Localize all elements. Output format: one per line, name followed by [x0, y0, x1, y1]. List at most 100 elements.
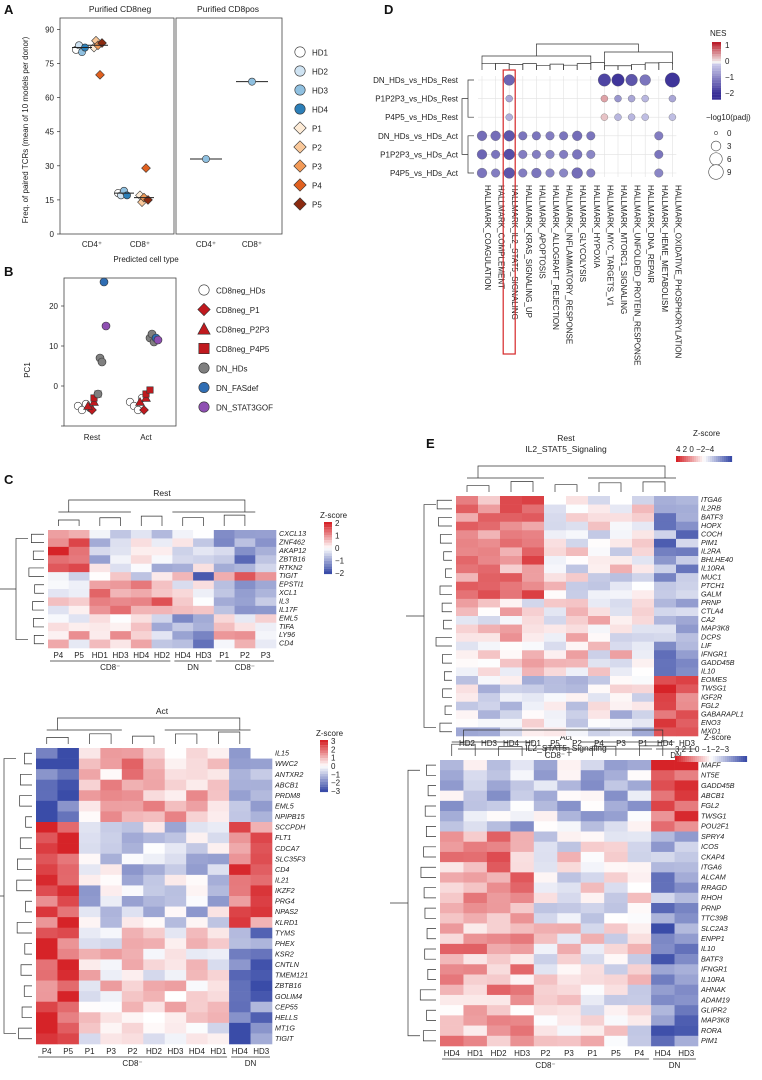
panel-d-dot [600, 94, 609, 103]
c-rest-cell [213, 572, 235, 581]
e-rest-row-tree [435, 637, 452, 647]
panel-b-xtick-act: Act [140, 433, 152, 442]
e-rest-cell [588, 693, 611, 703]
c-rest-cell [68, 605, 90, 615]
c-act-cell [164, 980, 187, 992]
c-act-legend-swatch [320, 773, 328, 777]
c-act-row-tree [20, 774, 32, 786]
e-act-cell [557, 811, 582, 822]
panel-a-legend-label: P4 [312, 182, 322, 191]
e-act-cell [674, 1035, 699, 1047]
e-rest-cell [478, 607, 501, 617]
e-act-cell [533, 780, 558, 791]
panel-a-point-p-cd8 [141, 163, 151, 173]
e-rest-cell [478, 633, 501, 643]
c-act-cell [164, 1001, 187, 1013]
e-act-row-tree [426, 928, 436, 940]
e-act-gene-label: MAFF [701, 760, 721, 769]
c-act-cell [164, 885, 187, 897]
e-rest-cell [632, 521, 655, 531]
c-act-gene-label: IL15 [275, 749, 290, 758]
e-rest-row-tree [441, 602, 452, 613]
e-rest-cell [478, 521, 501, 531]
panel-e-act-legend-swatch [717, 756, 720, 762]
c-rest-cell [89, 622, 111, 632]
panel-e-act-legend-swatch [737, 756, 740, 762]
c-act-gene-label: CEP55 [275, 1002, 299, 1011]
c-rest-cell [172, 572, 194, 581]
c-rest-cell [89, 580, 111, 590]
c-act-col-label: HD4 [232, 1047, 249, 1056]
e-act-cell [533, 882, 558, 894]
e-act-cell [651, 1015, 675, 1026]
e-rest-cell [544, 684, 567, 694]
c-rest-cell [193, 546, 215, 556]
panel-e-act-legend-swatch [689, 756, 692, 762]
e-act-cell [557, 862, 582, 873]
e-act-cell [486, 862, 511, 873]
panel-e-act-legend-swatch [727, 756, 730, 762]
c-act-cell [207, 991, 230, 1003]
e-rest-cell [456, 633, 479, 643]
panel-d-dot [668, 113, 677, 121]
panel-e-act-legend-swatch [687, 756, 690, 762]
c-act-row-tree [19, 795, 32, 807]
c-act-cell [100, 948, 123, 960]
c-act-cell [229, 811, 251, 823]
c-act-cell [36, 769, 58, 781]
e-rest-cell [500, 684, 523, 694]
c-act-cell [121, 948, 144, 960]
c-rest-col-tree [140, 515, 163, 526]
c-act-cell [121, 938, 144, 950]
e-rest-gene-label: PTCH1 [701, 581, 725, 590]
c-rest-cell [193, 530, 215, 539]
c-rest-legend-swatch [324, 535, 332, 538]
panel-e-act-legend-swatch [699, 756, 702, 762]
panel-e-act-legend-swatch [683, 756, 686, 762]
panel-b-legend-label: DN_STAT3GOF [216, 404, 273, 413]
panel-a-xtick-cd4-pos: CD4⁺ [196, 240, 216, 249]
c-act-col-label: HD4 [189, 1047, 206, 1056]
c-rest-col-label: P5 [74, 651, 84, 660]
e-act-cell [486, 770, 511, 781]
c-rest-legend-swatch [324, 566, 332, 569]
panel-e-rest-legend-swatch [730, 456, 733, 462]
e-act-cell [580, 954, 605, 965]
c-act-cell [143, 748, 166, 759]
c-rest-col-label: HD4 [175, 651, 192, 660]
e-rest-cell [588, 684, 611, 694]
c-act-gene-label: IKZF2 [275, 886, 295, 895]
e-act-cell [627, 974, 652, 986]
e-act-cell [674, 903, 699, 914]
e-rest-col-label: P2 [572, 739, 582, 748]
panel-d-nes-tick: 1 [725, 41, 730, 50]
e-rest-row-tree [443, 671, 452, 681]
e-act-cell [557, 1025, 582, 1037]
panel-b-point-rest-dn-hds [97, 357, 107, 367]
c-act-cell [143, 874, 166, 886]
c-act-cell [57, 885, 80, 897]
e-act-cell [486, 903, 511, 914]
panel-d-col-label: HALLMARK_ALLOGRAFT_REJECTION [551, 185, 560, 330]
c-act-cell [250, 980, 273, 992]
e-rest-col-label: HD1 [525, 739, 542, 748]
c-act-cell [186, 1012, 208, 1024]
e-rest-cell [676, 573, 699, 583]
c-rest-group-label: DN [187, 663, 199, 672]
e-rest-cell [654, 633, 677, 643]
e-rest-cell [632, 633, 655, 643]
e-rest-cell [654, 590, 677, 600]
e-rest-cell [610, 701, 633, 711]
e-act-cell [580, 760, 605, 771]
c-act-cell [57, 959, 80, 971]
c-act-cell [186, 896, 208, 907]
c-rest-cell [234, 614, 256, 624]
e-act-cell [557, 943, 582, 955]
c-act-cell [186, 790, 208, 802]
e-act-cell [604, 811, 628, 822]
panel-e-letter: E [426, 436, 435, 451]
e-act-cell [627, 943, 652, 955]
e-act-cell [651, 790, 675, 802]
e-rest-cell [632, 676, 655, 685]
